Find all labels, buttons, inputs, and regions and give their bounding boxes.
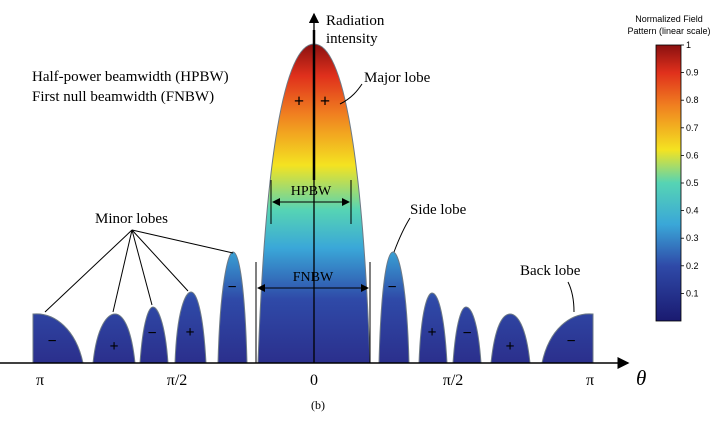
colorbar-tick-label: 1 <box>686 40 691 50</box>
y-axis-label-line2: intensity <box>326 31 378 47</box>
tick-label-left: π <box>36 372 44 389</box>
minor-lobe-4 <box>418 292 448 364</box>
back-lobe-right <box>541 313 594 364</box>
sign-side-right: − <box>387 279 396 296</box>
side-lobe-leader <box>393 217 411 253</box>
back-lobe-leader <box>567 281 575 313</box>
hpbw-label: HPBW <box>291 184 332 199</box>
colorbar-tick-label: 0.8 <box>686 95 699 105</box>
minor-lobe-1 <box>92 313 136 364</box>
colorbar-tick-label: 0.6 <box>686 150 699 160</box>
colorbar-ticks: 1 0.9 0.8 0.7 0.6 0.5 0.4 0.3 0.2 0.1 <box>681 40 699 298</box>
sign-minor-6: + <box>505 338 514 355</box>
colorbar-title-line2: Pattern (linear scale) <box>627 26 710 36</box>
minor-lobe-2 <box>139 306 169 364</box>
sign-major-right: + <box>320 91 330 111</box>
major-lobe-leader <box>339 83 363 105</box>
sign-minor-1: + <box>109 338 118 355</box>
minor-lobes-leaders <box>44 229 234 313</box>
minor-lobe-3 <box>174 291 207 364</box>
colorbar-tick-label: 0.7 <box>686 123 699 133</box>
sign-major-left: + <box>294 91 304 111</box>
side-lobe-label: Side lobe <box>410 202 467 218</box>
sign-back-left: − <box>47 333 56 350</box>
colorbar-tick-label: 0.3 <box>686 233 699 243</box>
sign-minor-5: − <box>462 325 471 342</box>
sign-minor-4: + <box>427 324 436 341</box>
side-lobe-left <box>217 251 248 364</box>
colorbar <box>655 44 682 322</box>
sign-minor-3: + <box>185 324 194 341</box>
tick-label-right: π <box>586 372 594 389</box>
figure-caption: (b) <box>311 398 325 412</box>
sign-back-right: − <box>566 333 575 350</box>
colorbar-title-line1: Normalized Field <box>635 14 703 24</box>
y-axis-label-line1: Radiation <box>326 13 385 29</box>
colorbar-tick-label: 0.1 <box>686 288 699 298</box>
minor-lobes-label: Minor lobes <box>95 211 168 227</box>
colorbar-tick-label: 0.9 <box>686 68 699 78</box>
tick-label-left-half: π/2 <box>167 372 188 389</box>
fnbw-legend: First null beamwidth (FNBW) <box>32 89 214 105</box>
colorbar-tick-label: 0.5 <box>686 178 699 188</box>
back-lobe-left <box>32 313 84 364</box>
sign-side-left: − <box>227 279 236 296</box>
tick-label-center: 0 <box>310 372 318 389</box>
tick-label-right-half: π/2 <box>443 372 464 389</box>
colorbar-tick-label: 0.2 <box>686 261 699 271</box>
sign-minor-2: − <box>147 325 156 342</box>
back-lobe-label: Back lobe <box>520 263 581 279</box>
fnbw-label: FNBW <box>293 270 334 285</box>
colorbar-tick-label: 0.4 <box>686 206 699 216</box>
minor-lobe-5 <box>452 306 482 364</box>
side-lobe-right <box>378 251 410 364</box>
minor-lobe-6 <box>490 313 531 364</box>
major-lobe-label: Major lobe <box>364 70 431 86</box>
x-axis-symbol: θ <box>636 366 646 390</box>
hpbw-legend: Half-power beamwidth (HPBW) <box>32 69 229 85</box>
